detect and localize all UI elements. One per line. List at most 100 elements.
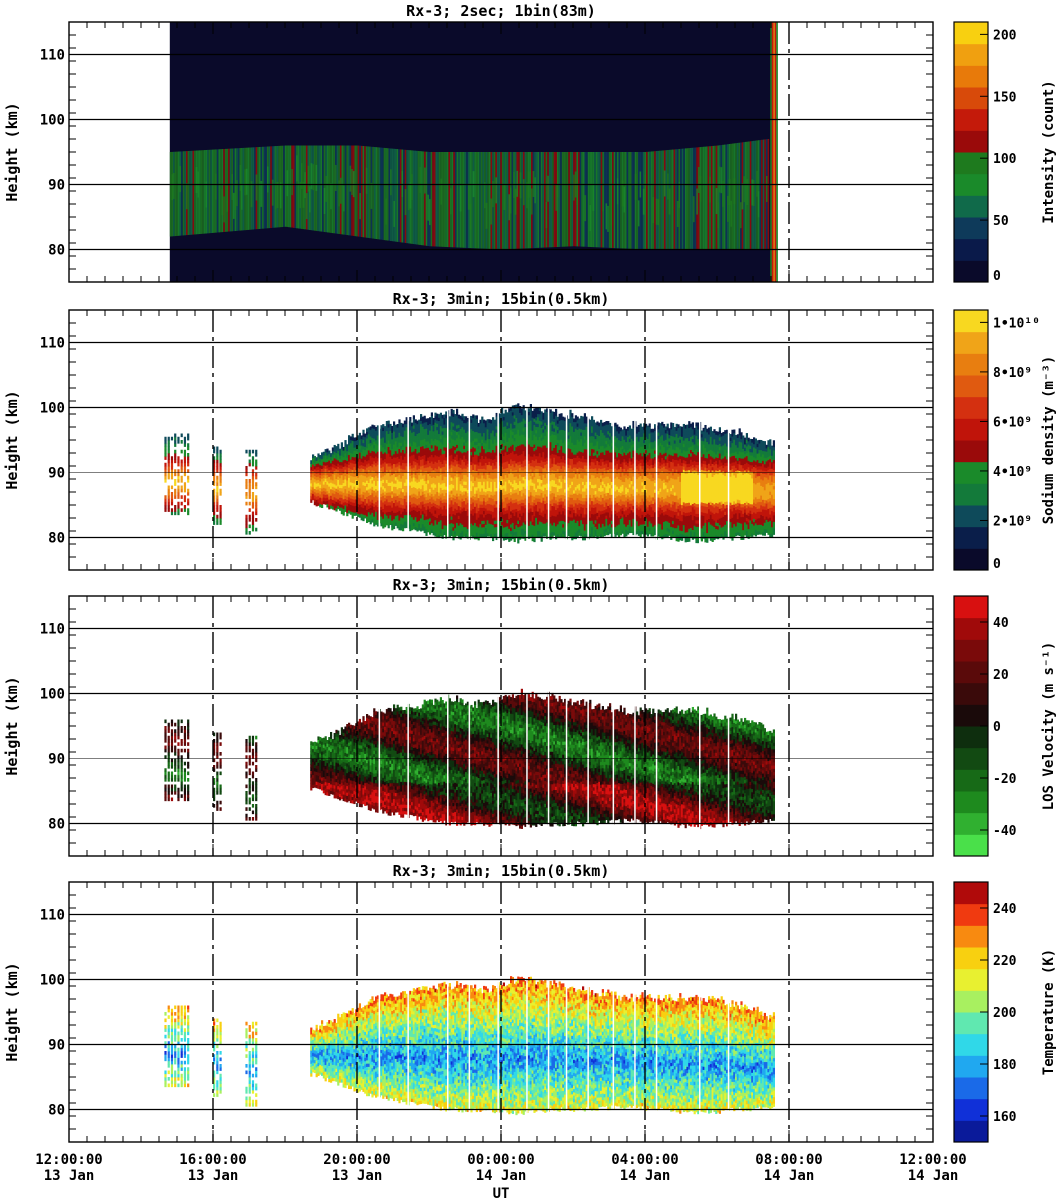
intensity-strip	[602, 185, 604, 211]
intensity-strip	[610, 200, 612, 226]
intensity-strip	[215, 174, 217, 200]
intensity-strip	[437, 152, 439, 247]
heatmap-cell	[174, 440, 176, 444]
intensity-edge	[773, 22, 775, 282]
heatmap-cell	[219, 489, 221, 493]
intensity-strip	[311, 163, 313, 189]
heatmap-cell	[216, 482, 218, 486]
intensity-strip	[364, 146, 366, 237]
intensity-strip	[461, 152, 463, 248]
heatmap-cell	[255, 473, 257, 477]
intensity-edge	[776, 22, 778, 282]
intensity-strip	[327, 146, 329, 233]
intensity-strip	[667, 150, 669, 249]
heatmap-cell	[252, 518, 254, 522]
intensity-strip	[672, 183, 674, 209]
intensity-strip	[205, 181, 207, 207]
intensity-strip	[716, 188, 718, 214]
heatmap-cell	[344, 440, 346, 444]
intensity-strip	[392, 149, 394, 242]
intensity-strip	[730, 201, 732, 227]
intensity-strip	[649, 152, 651, 250]
heatmap-cell	[213, 512, 215, 516]
heatmap-cell	[184, 489, 186, 493]
intensity-strip	[230, 149, 232, 232]
intensity-strip	[223, 196, 225, 222]
intensity-strip	[505, 152, 507, 249]
heatmap-cell	[252, 482, 254, 486]
intensity-strip	[678, 182, 680, 208]
heatmap-cell	[164, 476, 166, 480]
intensity-strip	[458, 152, 460, 248]
heatmap-cell	[164, 479, 166, 483]
colorbar-swatch	[954, 130, 988, 152]
intensity-strip	[510, 188, 512, 214]
heatmap-cell	[245, 473, 247, 477]
intensity-strip	[231, 174, 233, 200]
intensity-strip	[366, 168, 368, 194]
heatmap-cell	[184, 473, 186, 477]
intensity-strip	[173, 173, 175, 199]
intensity-strip	[298, 146, 300, 229]
intensity-strip	[356, 146, 358, 237]
intensity-strip	[418, 151, 420, 245]
intensity-strip	[316, 165, 318, 191]
heatmap-cell	[187, 492, 189, 496]
intensity-strip	[202, 150, 204, 234]
intensity-strip	[170, 152, 172, 237]
heatmap-cell	[184, 463, 186, 467]
intensity-strip	[497, 152, 499, 249]
heatmap-cell	[249, 518, 251, 522]
intensity-strip	[471, 152, 473, 248]
intensity-strip	[740, 143, 742, 250]
intensity-strip	[555, 185, 557, 211]
intensity-strip	[560, 152, 562, 247]
intensity-strip	[285, 146, 287, 227]
heatmap-cell	[249, 531, 251, 535]
intensity-strip	[585, 195, 587, 221]
intensity-strip	[559, 152, 561, 247]
intensity-strip	[272, 180, 274, 206]
intensity-strip	[768, 139, 770, 250]
intensity-strip	[317, 146, 319, 232]
heatmap-cell	[219, 466, 221, 470]
heatmap-cell	[174, 434, 176, 438]
heatmap-cell	[187, 463, 189, 467]
intensity-strip	[606, 152, 608, 248]
intensity-strip	[452, 152, 454, 247]
intensity-strip	[601, 152, 603, 248]
heatmap-cell	[252, 515, 254, 519]
heatmap-cell	[252, 521, 254, 525]
intensity-strip	[432, 152, 434, 246]
intensity-strip	[719, 145, 721, 249]
intensity-strip	[346, 146, 348, 236]
heatmap-cell	[255, 528, 257, 532]
heatmap-cell	[216, 463, 218, 467]
heatmap-cell	[216, 450, 218, 454]
heatmap-cell	[184, 437, 186, 441]
intensity-strip	[512, 152, 514, 249]
intensity-strip	[565, 152, 567, 247]
heatmap-cell	[168, 489, 170, 493]
intensity-strip	[270, 146, 272, 228]
intensity-strip	[662, 150, 664, 249]
heatmap-cell	[249, 450, 251, 454]
intensity-strip	[766, 176, 768, 202]
intensity-strip	[504, 184, 506, 210]
intensity-strip	[457, 152, 459, 247]
intensity-strip	[482, 152, 484, 249]
intensity-strip	[546, 202, 548, 228]
intensity-strip	[615, 152, 617, 248]
intensity-strip	[581, 152, 583, 247]
heatmap-cell	[164, 463, 166, 467]
intensity-strip	[683, 149, 685, 250]
heatmap-cell	[219, 473, 221, 477]
heatmap-cell	[249, 495, 251, 499]
intensity-strip	[291, 169, 293, 195]
colorbar-swatch	[954, 195, 988, 217]
heatmap-cell	[164, 456, 166, 460]
intensity-strip	[235, 184, 237, 210]
heatmap-cell	[252, 473, 254, 477]
intensity-strip	[513, 152, 515, 249]
colorbar: 050100150200Intensity (count)	[954, 22, 1057, 284]
